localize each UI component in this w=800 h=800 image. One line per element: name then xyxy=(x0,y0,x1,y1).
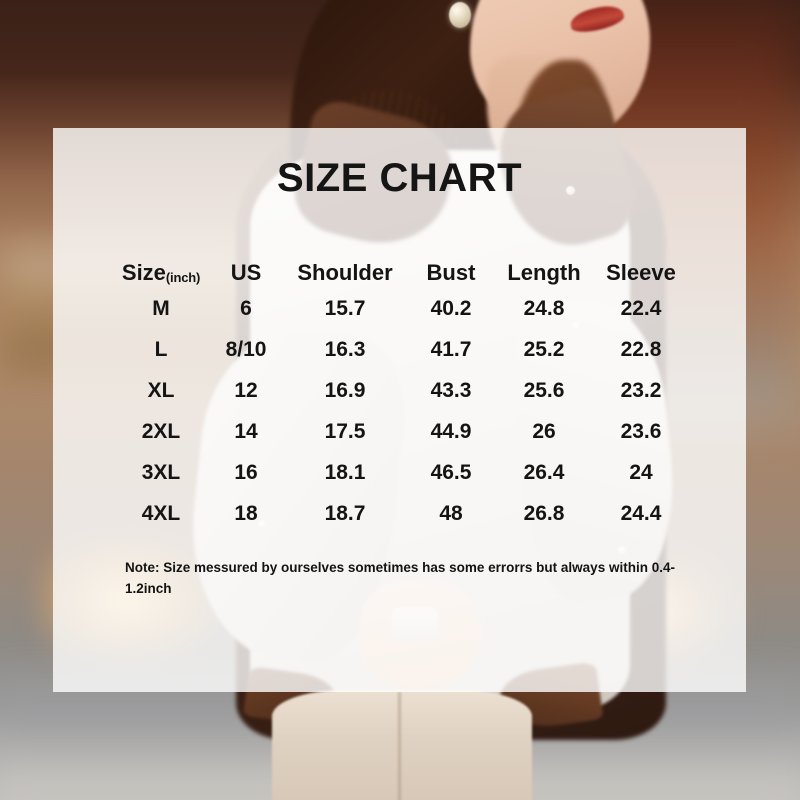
cell-sleeve: 22.8 xyxy=(620,337,662,361)
measurement-note-line1: Note: Size messured by ourselves sometim… xyxy=(125,560,606,575)
cell-bust: 41.7 xyxy=(430,337,472,361)
cell-bust: 43.3 xyxy=(430,378,472,402)
cell-size: 4XL xyxy=(141,501,181,525)
table-row: L 8/10 16.3 41.7 25.2 22.8 xyxy=(113,329,689,370)
table-row: 2XL 14 17.5 44.9 26 23.6 xyxy=(113,411,689,452)
cell-us: 12 xyxy=(234,378,258,402)
column-header-size-label: Size xyxy=(121,260,166,285)
cell-us: 6 xyxy=(240,296,252,320)
cell-sleeve: 23.6 xyxy=(620,419,662,443)
cell-shoulder: 17.5 xyxy=(324,419,366,443)
cell-sleeve: 24 xyxy=(629,460,653,484)
cell-us: 14 xyxy=(234,419,258,443)
cell-length: 26 xyxy=(532,419,556,443)
table-header-row: Size(inch) US Shoulder Bust Length Sleev… xyxy=(113,246,689,288)
pearl-earring xyxy=(449,2,471,28)
cell-length: 25.2 xyxy=(523,337,565,361)
cell-length: 24.8 xyxy=(523,296,565,320)
cell-size: L xyxy=(154,337,168,361)
cell-sleeve: 24.4 xyxy=(620,501,662,525)
cell-size: 3XL xyxy=(141,460,181,484)
cell-shoulder: 18.1 xyxy=(324,460,366,484)
cell-bust: 46.5 xyxy=(430,460,472,484)
cell-length: 26.8 xyxy=(523,501,565,525)
cell-shoulder: 16.3 xyxy=(324,337,366,361)
cell-size: 2XL xyxy=(141,419,181,443)
table-row: M 6 15.7 40.2 24.8 22.4 xyxy=(113,288,689,329)
cell-sleeve: 22.4 xyxy=(620,296,662,320)
table-row: 3XL 16 18.1 46.5 26.4 24 xyxy=(113,452,689,493)
page-title: SIZE CHART xyxy=(277,156,522,200)
table-row: XL 12 16.9 43.3 25.6 23.2 xyxy=(113,370,689,411)
cell-us: 16 xyxy=(234,460,258,484)
size-chart-panel: SIZE CHART Size(inch) US Shoulder Bust L… xyxy=(53,128,746,692)
measurement-note-line2: within 0.4-1.2inch xyxy=(125,560,675,596)
cell-bust: 40.2 xyxy=(430,296,472,320)
cell-bust: 48 xyxy=(439,501,463,525)
cell-us: 8/10 xyxy=(225,337,267,361)
table-row: 4XL 18 18.7 48 26.8 24.4 xyxy=(113,493,689,534)
cell-size: M xyxy=(152,296,170,320)
column-header-bust: Bust xyxy=(426,260,476,285)
cell-shoulder: 15.7 xyxy=(324,296,366,320)
measurement-note: Note: Size messured by ourselves sometim… xyxy=(125,558,695,600)
cell-us: 18 xyxy=(234,501,258,525)
cell-length: 26.4 xyxy=(523,460,565,484)
table-header: Size(inch) US Shoulder Bust Length Sleev… xyxy=(113,246,689,288)
size-chart-table: Size(inch) US Shoulder Bust Length Sleev… xyxy=(113,246,689,534)
cell-bust: 44.9 xyxy=(430,419,472,443)
table-body: M 6 15.7 40.2 24.8 22.4 L 8/10 16.3 41.7… xyxy=(113,288,689,534)
knit-skirt xyxy=(272,690,532,800)
column-header-size-unit: (inch) xyxy=(165,270,201,285)
column-header-length: Length xyxy=(507,260,581,285)
knit-skirt-seam xyxy=(398,692,401,800)
cell-sleeve: 23.2 xyxy=(620,378,662,402)
cell-shoulder: 18.7 xyxy=(324,501,366,525)
cell-length: 25.6 xyxy=(523,378,565,402)
column-header-sleeve: Sleeve xyxy=(606,260,676,285)
column-header-size: Size(inch) xyxy=(113,246,209,288)
cell-size: XL xyxy=(147,378,175,402)
column-header-shoulder: Shoulder xyxy=(297,260,393,285)
column-header-us: US xyxy=(230,260,262,285)
cell-shoulder: 16.9 xyxy=(324,378,366,402)
